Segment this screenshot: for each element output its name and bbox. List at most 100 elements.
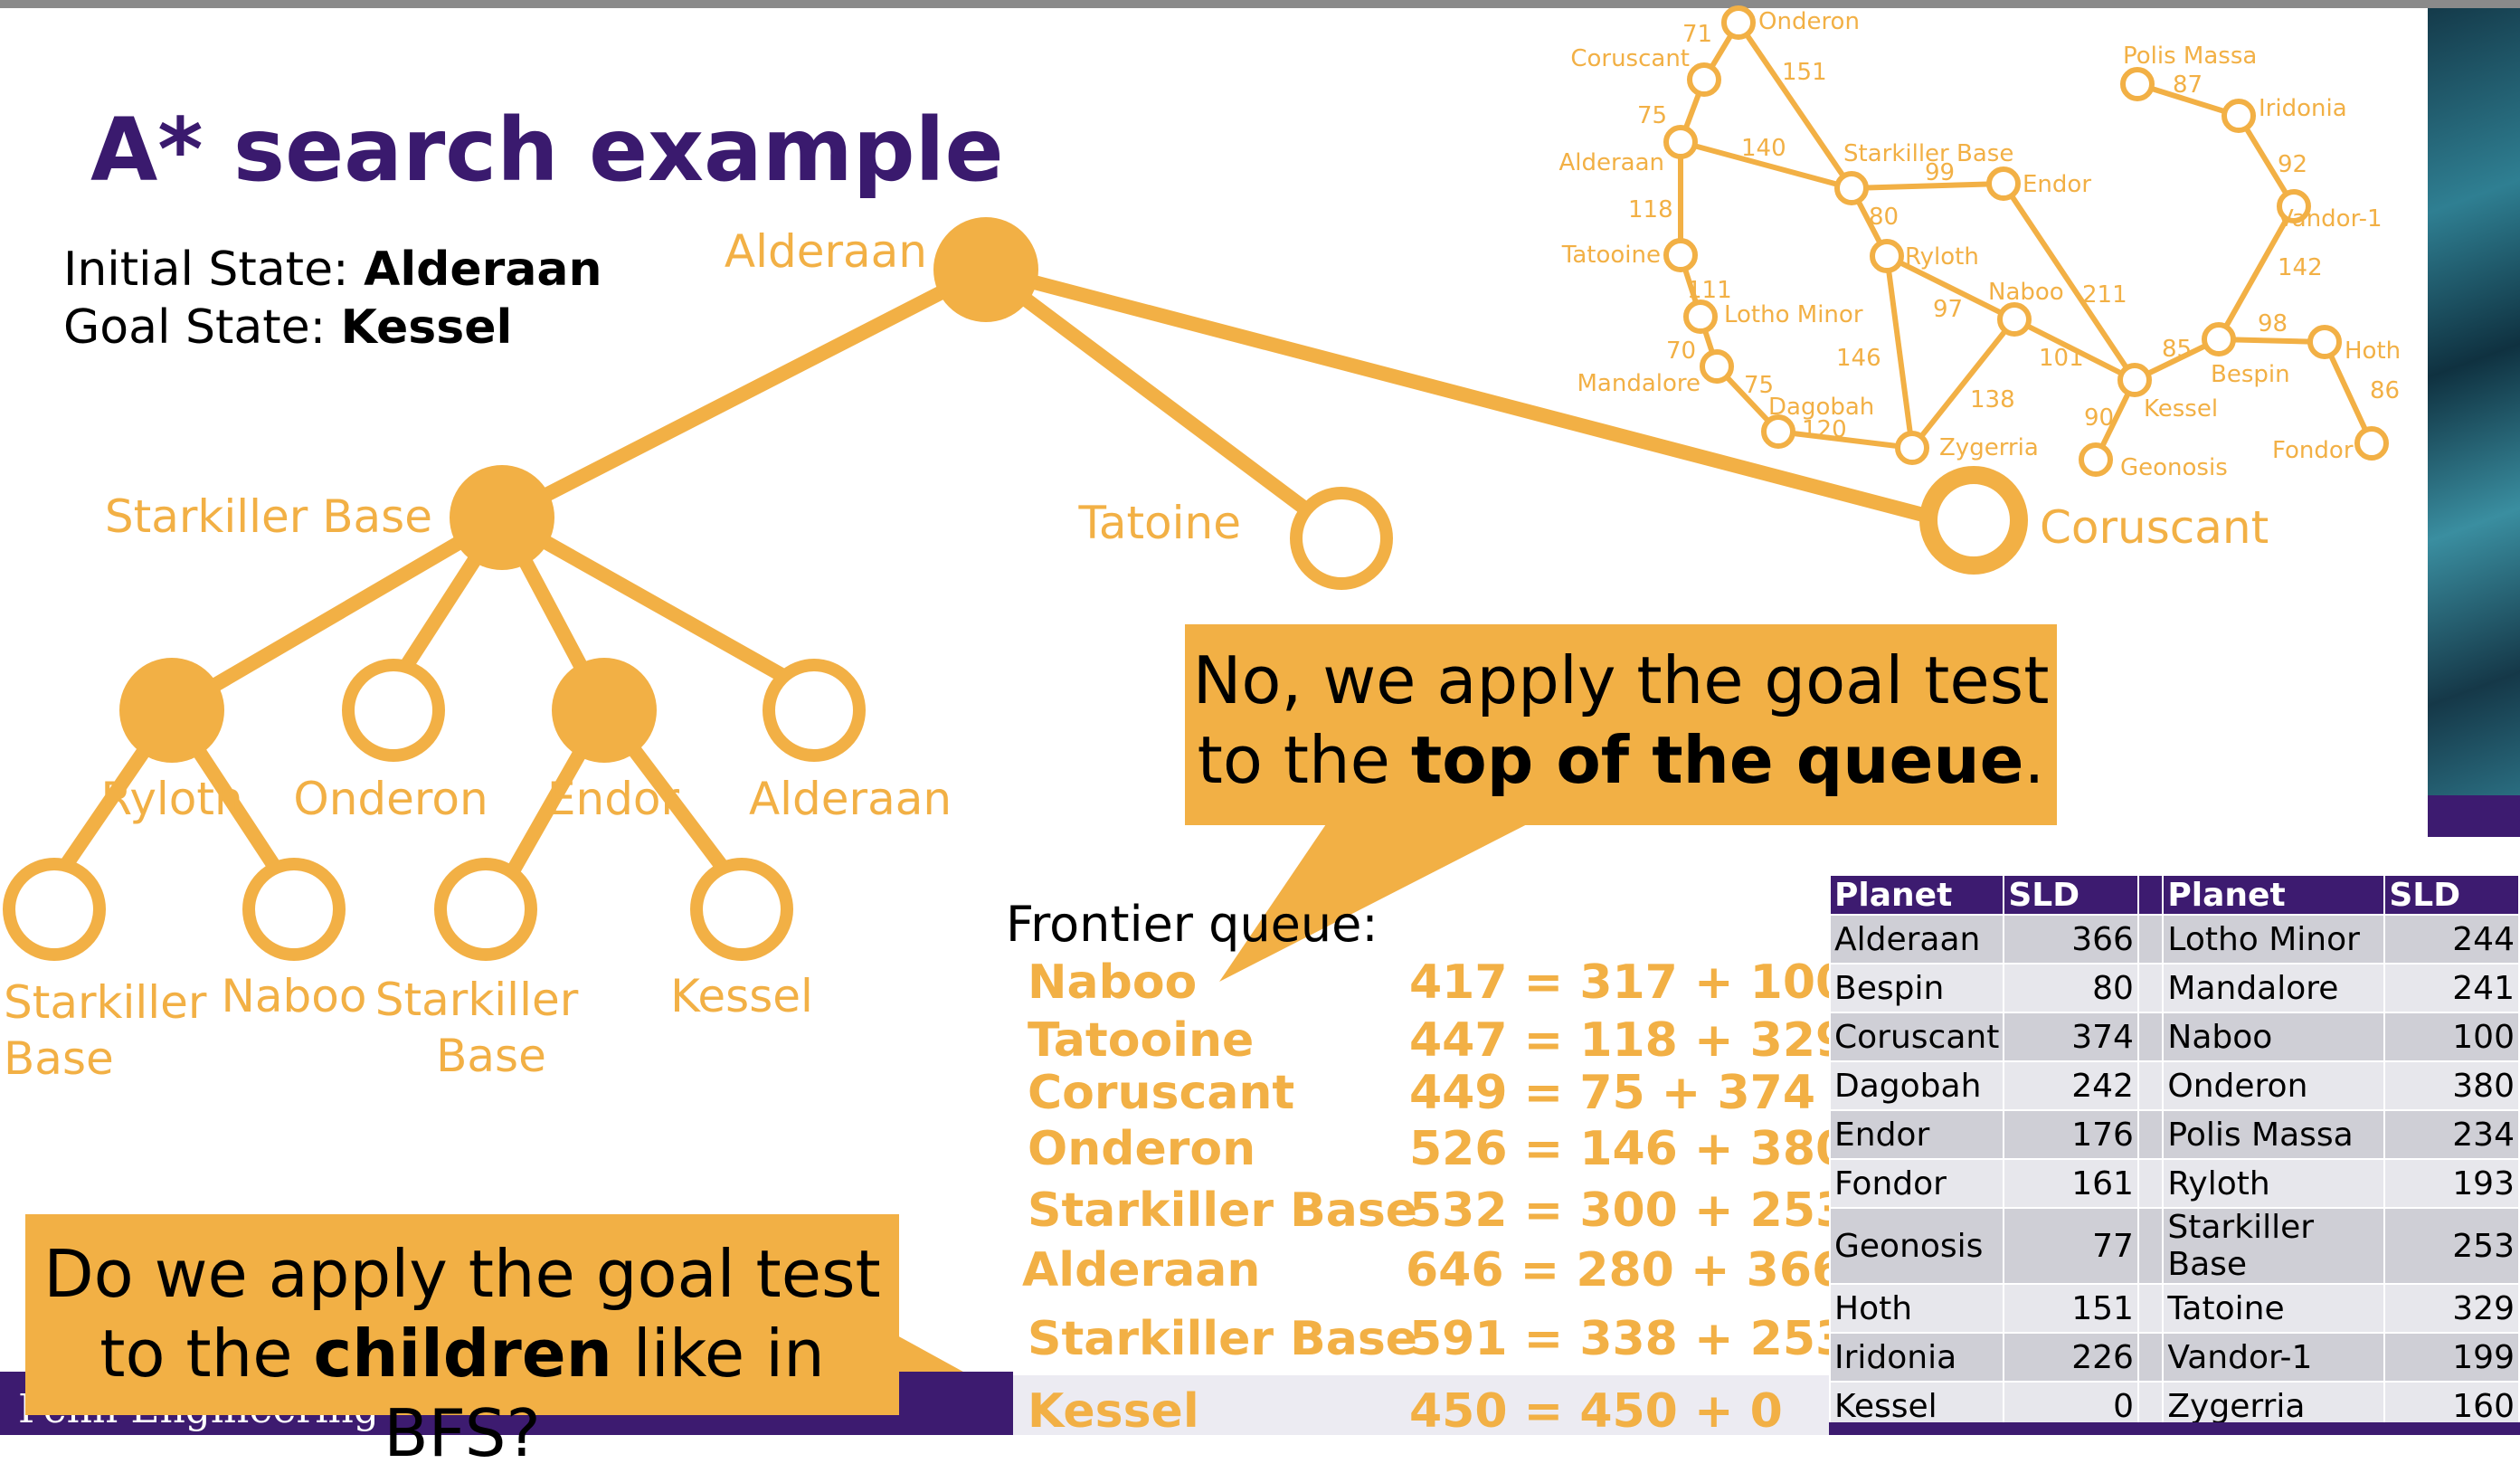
map-node-bespin — [2202, 322, 2236, 356]
table-row: Iridonia 226 Vandor-1 199 — [1828, 1332, 2520, 1383]
table-cell: 244 — [2383, 914, 2520, 965]
map-label-hoth: Hoth — [2345, 337, 2401, 365]
map-node-zygerria — [1895, 431, 1929, 465]
table-cell: Hoth — [1828, 1283, 2005, 1334]
table-cell: Polis Massa — [2162, 1109, 2386, 1160]
map-edge-label: 142 — [2278, 254, 2323, 281]
table-gap — [2136, 963, 2165, 1013]
table-cell: Starkiller Base — [2162, 1207, 2386, 1285]
table-gap — [2136, 1158, 2165, 1209]
tree-label-naboo: Naboo — [222, 970, 367, 1022]
tree-label-starkiller-3a-line1: Starkiller — [4, 976, 207, 1029]
callout-top-line2: to the top of the queue. — [1197, 722, 2045, 798]
table-cell: 80 — [2003, 963, 2139, 1013]
table-row: Fondor 161 Ryloth 193 — [1828, 1158, 2520, 1209]
tree-label-starkiller-3a-line2: Base — [4, 1032, 114, 1085]
map-label-alderaan: Alderaan — [1558, 149, 1664, 176]
sld-table: Planet SLD Planet SLD Alderaan 366 Lotho M… — [1828, 874, 2520, 1431]
map-edge-label: 99 — [1925, 159, 1955, 186]
tree-label-alderaan-2: Alderaan — [749, 773, 952, 825]
initial-state: Initial State: Alderaan — [63, 242, 602, 297]
table-gap — [2136, 1109, 2165, 1160]
frontier-item-name: Starkiller Base — [1028, 1312, 1418, 1366]
map-edge-label: 146 — [1836, 345, 1881, 372]
map-label-kessel: Kessel — [2144, 395, 2218, 423]
map-node-hoth — [2307, 325, 2342, 359]
map-edge-label: 118 — [1628, 196, 1673, 223]
tree-node-coruscant — [1919, 466, 2028, 575]
table-cell: 241 — [2383, 963, 2520, 1013]
table-row: Bespin 80 Mandalore 241 — [1828, 963, 2520, 1013]
frontier-label: Frontier queue: — [1006, 896, 1378, 953]
table-cell: 226 — [2003, 1332, 2139, 1383]
tree-label-starkiller-3a: Starkiller Base — [4, 976, 221, 1085]
map-label-bespin: Bespin — [2211, 361, 2290, 388]
decorative-image — [2428, 8, 2520, 795]
map-node-onderon — [1721, 5, 1756, 40]
map-node-polis-massa — [2120, 67, 2155, 101]
tree-label-kessel: Kessel — [670, 970, 813, 1022]
map-node-mandalore — [1700, 349, 1734, 384]
table-cell: Mandalore — [2162, 963, 2386, 1013]
slide-title: A* search example — [90, 100, 1004, 201]
table-cell: 366 — [2003, 914, 2139, 965]
frontier-item-expr: 449 = 75 + 374 — [1409, 1066, 1816, 1120]
callout-bottom-line2: to the children like in BFS? — [99, 1316, 825, 1471]
frontier-item-name: Starkiller Base — [1028, 1183, 1418, 1238]
callout-bottom-line1: Do we apply the goal test — [43, 1236, 881, 1312]
table-cell: 77 — [2003, 1207, 2139, 1285]
map-label-onderon: Onderon — [1758, 8, 1860, 35]
map-label-dagobah: Dagobah — [1768, 394, 1874, 421]
table-gap — [2136, 1012, 2165, 1062]
map-label-naboo: Naboo — [1988, 279, 2064, 306]
tree-nodes — [3, 217, 2028, 961]
table-cell: 253 — [2383, 1207, 2520, 1285]
goal-state: Goal State: Kessel — [63, 300, 513, 355]
table-cell: 100 — [2383, 1012, 2520, 1062]
table-row: Coruscant 374 Naboo 100 — [1828, 1012, 2520, 1062]
frontier-item-expr: 591 = 338 + 253 — [1409, 1312, 1849, 1366]
map-node-alderaan — [1663, 125, 1698, 159]
table-row: Dagobah 242 Onderon 380 — [1828, 1060, 2520, 1111]
map-edge-label: 151 — [1782, 59, 1827, 86]
table-cell: Alderaan — [1828, 914, 2005, 965]
table-cell: Coruscant — [1828, 1012, 2005, 1062]
map-edge-label: 92 — [2278, 151, 2307, 178]
table-cell: 234 — [2383, 1109, 2520, 1160]
tree-node-tatoine — [1290, 487, 1393, 590]
map-label-zygerria: Zygerria — [1939, 434, 2039, 461]
map-node-vandor — [2277, 189, 2311, 223]
frontier-item-name: Coruscant — [1028, 1066, 1295, 1120]
tree-node-root — [933, 217, 1038, 322]
tree-node-starkiller-3a — [3, 858, 106, 961]
map-label-geonosis: Geonosis — [2120, 454, 2228, 481]
map-label-fondor: Fondor — [2272, 437, 2354, 464]
table-cell: 199 — [2383, 1332, 2520, 1383]
table-row: Alderaan 366 Lotho Minor 244 — [1828, 914, 2520, 965]
map-edge-label: 90 — [2084, 404, 2114, 432]
table-cell: 380 — [2383, 1060, 2520, 1111]
table-gap — [2136, 1283, 2165, 1334]
map-edge-label: 211 — [2082, 281, 2127, 309]
header-planet: Planet — [2162, 874, 2386, 916]
table-cell: 374 — [2003, 1012, 2139, 1062]
table-cell: Lotho Minor — [2162, 914, 2386, 965]
frontier-item-name: Alderaan — [1022, 1243, 1261, 1297]
map-label-starkiller: Starkiller Base — [1843, 140, 2013, 167]
map-label-polis-massa: Polis Massa — [2123, 43, 2257, 70]
table-cell: 176 — [2003, 1109, 2139, 1160]
map-node-coruscant — [1687, 62, 1721, 97]
table-row: Endor 176 Polis Massa 234 — [1828, 1109, 2520, 1160]
map-node-naboo — [1997, 302, 2032, 337]
callout-bottom: Do we apply the goal test to the childre… — [25, 1214, 899, 1471]
tree-label-onderon: Onderon — [293, 773, 488, 825]
frontier-item-expr: 450 = 450 + 0 — [1409, 1384, 1783, 1439]
tree-node-kessel — [690, 858, 793, 961]
tree-label-starkiller-3b-line2: Base — [436, 1030, 546, 1082]
map-label-iridonia: Iridonia — [2259, 95, 2347, 122]
top-bar — [0, 0, 2520, 8]
kessel-highlight — [1009, 1375, 1829, 1435]
map-edge-label: 75 — [1744, 372, 1774, 399]
map-edge-label: 86 — [2370, 377, 2400, 404]
frontier-item-name: Onderon — [1028, 1122, 1256, 1176]
